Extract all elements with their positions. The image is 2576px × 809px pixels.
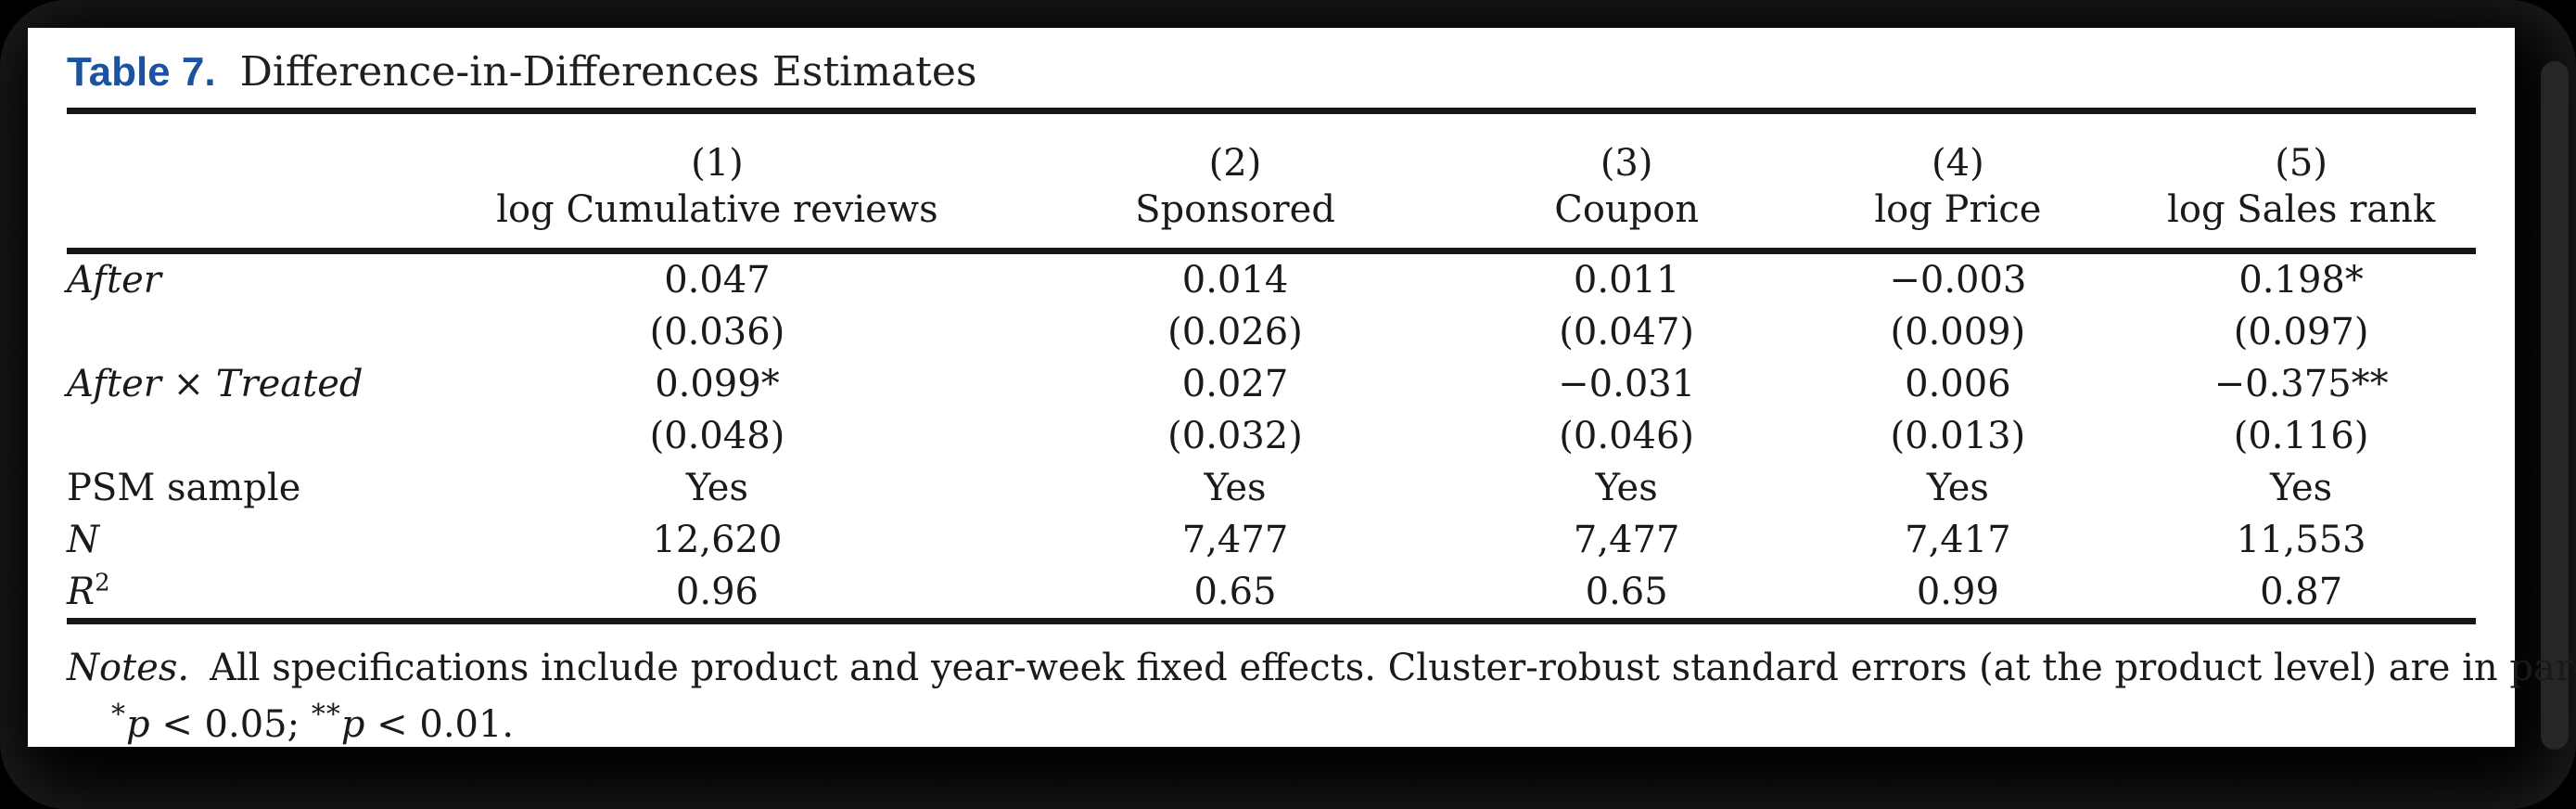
- row-label: [67, 410, 428, 462]
- cell-value: 0.198*: [2238, 259, 2364, 302]
- cell-value: (0.036): [649, 311, 785, 353]
- cell-value: (0.009): [1890, 311, 2026, 353]
- cell-value: (0.047): [1559, 311, 1695, 353]
- p-threshold-1: < 0.05;: [149, 703, 312, 746]
- column-number: (1): [691, 142, 744, 185]
- row-label: After × Treated: [67, 363, 363, 405]
- cell-value: (0.046): [1559, 415, 1695, 457]
- significance-note: *p < 0.05; **p < 0.01.: [67, 691, 2476, 749]
- column-header: (3) Coupon: [1463, 110, 1790, 254]
- column-name: log Sales rank: [2167, 188, 2436, 231]
- column-number: (2): [1208, 142, 1262, 185]
- scrollbar-track[interactable]: [2541, 61, 2569, 750]
- cell-value: (0.097): [2233, 311, 2369, 353]
- column-name: log Cumulative reviews: [496, 188, 938, 231]
- cell-value: Yes: [685, 467, 749, 509]
- table-row: PSM sample Yes Yes Yes Yes Yes: [67, 462, 2476, 514]
- cell-value: (0.116): [2233, 415, 2369, 457]
- table-title: Table 7. Difference-in-Differences Estima…: [67, 46, 2476, 98]
- cell-value: Yes: [1595, 467, 1658, 509]
- cell-value: 0.099*: [655, 363, 780, 405]
- column-number: (5): [2275, 142, 2327, 185]
- column-name: Coupon: [1554, 188, 1700, 231]
- cell-value: 12,620: [652, 519, 783, 561]
- table-row: N 12,620 7,477 7,477 7,417 11,553: [67, 514, 2476, 566]
- cell-value: 0.014: [1181, 259, 1289, 302]
- cell-value: 0.047: [664, 259, 771, 302]
- table-caption: Difference-in-Differences Estimates: [239, 48, 977, 96]
- cell-value: 0.96: [675, 571, 759, 613]
- cell-value: −0.375**: [2213, 363, 2389, 405]
- cell-value: 0.011: [1573, 259, 1680, 302]
- row-label: N: [67, 519, 99, 561]
- cell-value: 0.65: [1193, 571, 1277, 613]
- table-body: After 0.047 0.014 0.011 −0.003 0.198* (0.036)(…: [67, 251, 2476, 622]
- cell-value: Yes: [1926, 467, 1989, 509]
- row-label-header: [67, 110, 428, 254]
- header-row: (1) log Cumulative reviews (2) Sponsored (3)…: [67, 110, 2476, 254]
- row-label: R2: [67, 569, 110, 613]
- column-name: log Price: [1874, 188, 2042, 231]
- cell-value: 7,477: [1573, 519, 1680, 561]
- notes-label: Notes.: [67, 647, 190, 689]
- paper-page: Table 7. Difference-in-Differences Estima…: [28, 28, 2576, 749]
- cell-value: (0.032): [1167, 415, 1303, 457]
- table-row: (0.048) (0.032) (0.046) (0.013) (0.116): [67, 410, 2476, 462]
- p-symbol-2: p: [340, 703, 365, 746]
- table-notes: Notes. All specifications include product…: [67, 645, 2576, 691]
- column-number: (3): [1600, 142, 1653, 185]
- cell-value: 11,553: [2236, 519, 2366, 561]
- cell-value: (0.013): [1890, 415, 2026, 457]
- table-row: R2 0.96 0.65 0.65 0.99 0.87: [67, 566, 2476, 622]
- table-row: (0.036) (0.026) (0.047) (0.009) (0.097): [67, 306, 2476, 358]
- cell-value: (0.048): [649, 415, 785, 457]
- table-row: After × Treated 0.099* 0.027 −0.031 0.006 −0.…: [67, 358, 2476, 410]
- row-label-superscript: 2: [95, 569, 110, 597]
- row-label: After: [67, 259, 161, 302]
- two-stars: **: [311, 699, 341, 731]
- column-header: (1) log Cumulative reviews: [427, 110, 1007, 254]
- cell-value: Yes: [1204, 467, 1267, 509]
- cell-value: (0.026): [1167, 311, 1303, 353]
- row-label: [67, 306, 428, 358]
- notes-body: All specifications include product and y…: [210, 647, 2576, 689]
- cell-value: 7,477: [1181, 519, 1289, 561]
- cell-value: Yes: [2270, 467, 2333, 509]
- one-star: *: [111, 699, 126, 731]
- table-number-label: Table 7.: [67, 49, 216, 95]
- p-symbol: p: [126, 703, 150, 746]
- cell-value: 0.87: [2260, 571, 2343, 613]
- cell-value: 0.006: [1905, 363, 2011, 405]
- table-header: (1) log Cumulative reviews (2) Sponsored (3)…: [67, 110, 2476, 254]
- column-header: (5) log Sales rank: [2126, 110, 2476, 254]
- cell-value: 0.65: [1585, 571, 1668, 613]
- column-header: (2) Sponsored: [1006, 110, 1464, 254]
- p-threshold-2: < 0.01.: [364, 703, 515, 746]
- cell-value: 7,417: [1905, 519, 2011, 561]
- cell-value: −0.003: [1889, 259, 2027, 302]
- column-header: (4) log Price: [1789, 110, 2127, 254]
- column-number: (4): [1932, 142, 1984, 185]
- row-label: PSM sample: [67, 467, 301, 509]
- cell-value: −0.031: [1558, 363, 1696, 405]
- cell-value: 0.99: [1916, 571, 1999, 613]
- column-name: Sponsored: [1135, 188, 1335, 231]
- did-estimates-table: (1) log Cumulative reviews (2) Sponsored (3)…: [67, 108, 2476, 624]
- cell-value: 0.027: [1181, 363, 1289, 405]
- table-row: After 0.047 0.014 0.011 −0.003 0.198*: [67, 251, 2476, 307]
